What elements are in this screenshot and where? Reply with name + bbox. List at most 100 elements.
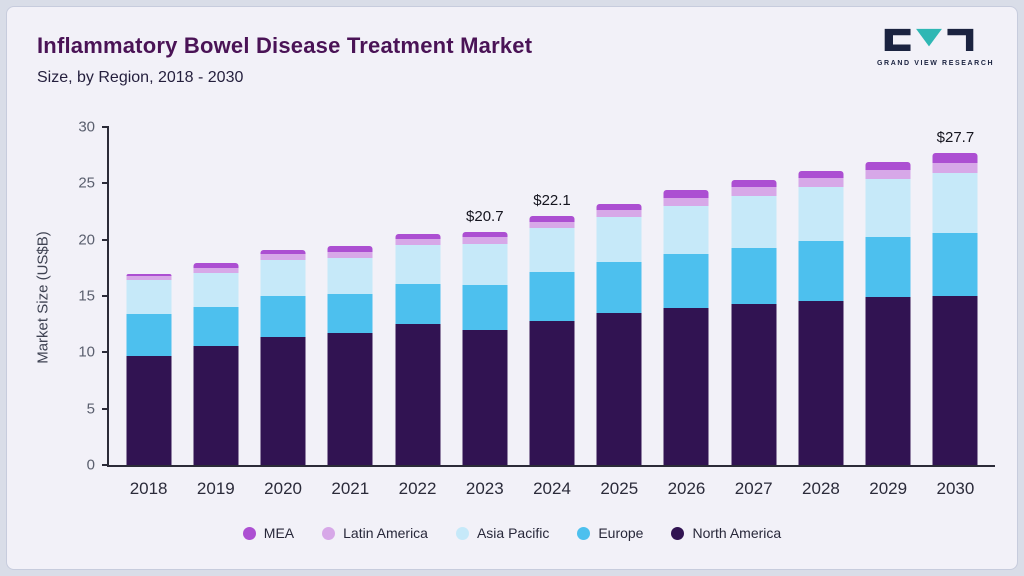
bar-stack <box>596 127 642 465</box>
bar-segment-asia-pacific <box>395 245 441 284</box>
logo-text: GRAND VIEW RESEARCH <box>877 60 995 67</box>
bar-column: 2018 <box>115 127 182 498</box>
legend-swatch <box>455 526 469 540</box>
bar-stack <box>395 127 441 465</box>
bar-column: $22.1 2024 <box>518 127 585 498</box>
bar-segment-north-america <box>193 345 239 465</box>
bar-segment-mea <box>395 234 441 240</box>
bar-segment-asia-pacific <box>731 195 777 248</box>
page-title: Inflammatory Bowel Disease Treatment Mar… <box>37 33 533 58</box>
x-tick-label: 2020 <box>264 479 302 498</box>
bar-segment-mea <box>260 249 306 255</box>
bar-segment-europe <box>798 240 844 301</box>
bar-stack <box>932 127 978 465</box>
bar-segment-asia-pacific <box>932 173 978 233</box>
bar-segment-mea <box>663 190 709 199</box>
legend-item-europe: Europe <box>577 525 643 541</box>
y-tick-mark <box>102 238 109 241</box>
bar-segment-asia-pacific <box>327 257 373 294</box>
y-tick-mark <box>102 182 109 185</box>
bar-column: $27.7 2030 <box>922 127 989 498</box>
legend-swatch <box>242 526 256 540</box>
bar-column: 2022 <box>384 127 451 498</box>
grand-view-research-logo: GRAND VIEW RESEARCH <box>877 27 995 67</box>
y-tick-label: 5 <box>86 400 95 418</box>
plot-frame: 2018 2019 2020 2021 2022 $20.7 2023 $22.1 2024 20… <box>78 119 995 498</box>
bar-segment-latin-america <box>193 267 239 274</box>
y-tick-mark <box>102 351 109 354</box>
bar-segment-mea <box>193 263 239 268</box>
bar-segment-europe <box>932 232 978 296</box>
legend-item-asia-pacific: Asia Pacific <box>455 525 549 541</box>
bar-segment-asia-pacific <box>663 205 709 255</box>
bar-segment-asia-pacific <box>865 178 911 238</box>
bar-segment-north-america <box>798 300 844 465</box>
page-subtitle: Size, by Region, 2018 - 2030 <box>37 69 244 86</box>
x-tick-label: 2030 <box>936 479 975 498</box>
bar-segment-latin-america <box>529 221 575 229</box>
bar-segment-europe <box>327 293 373 334</box>
x-tick-label: 2018 <box>129 479 168 498</box>
bar-segment-europe <box>462 284 508 330</box>
x-tick-label: 2026 <box>667 479 706 498</box>
bar-segment-mea <box>932 152 978 164</box>
chart-card: Inflammatory Bowel Disease Treatment Mar… <box>6 6 1018 570</box>
value-annotation: $27.7 <box>936 128 975 146</box>
x-tick-label: 2023 <box>465 479 504 498</box>
bar-segment-asia-pacific <box>462 244 508 285</box>
legend-item-north-america: North America <box>671 525 781 541</box>
y-tick-label: 0 <box>86 456 95 474</box>
bar-segment-latin-america <box>327 251 373 258</box>
x-tick-label: 2027 <box>734 479 773 498</box>
x-tick-label: 2025 <box>600 479 639 498</box>
bar-segment-latin-america <box>731 187 777 196</box>
y-tick-label: 30 <box>78 118 95 136</box>
y-axis-title: Market Size (US$B) <box>34 231 52 364</box>
bar-segment-europe <box>731 247 777 304</box>
bar-stack <box>126 127 172 465</box>
bar-segment-europe <box>865 237 911 298</box>
bar-segment-latin-america <box>462 237 508 245</box>
legend: MEA Latin America Asia Pacific Europe North … <box>7 525 1017 541</box>
bar-segment-asia-pacific <box>193 273 239 308</box>
bar-segment-north-america <box>327 333 373 465</box>
bar-segment-mea <box>462 231 508 238</box>
x-tick-label: 2028 <box>802 479 840 498</box>
y-tick-label: 25 <box>78 174 95 192</box>
bar-column: 2029 <box>855 127 922 498</box>
plot-area: 2018 2019 2020 2021 2022 $20.7 2023 $22.1 2024 20… <box>109 127 995 498</box>
bar-column: 2028 <box>787 127 854 498</box>
bar-column: 2021 <box>317 127 384 498</box>
bar-stack <box>663 127 709 465</box>
bar-segment-north-america <box>731 303 777 465</box>
bar-segment-latin-america <box>395 239 441 246</box>
bar-segment-latin-america <box>126 276 172 281</box>
bar-segment-latin-america <box>260 254 306 260</box>
y-tick-mark <box>102 407 109 410</box>
bar-segment-mea <box>529 216 575 222</box>
bar-segment-europe <box>260 296 306 337</box>
bar-segment-europe <box>663 254 709 309</box>
bar-stack <box>327 127 373 465</box>
bar-column: 2025 <box>586 127 653 498</box>
bar-stack <box>798 127 844 465</box>
x-tick-label: 2024 <box>533 479 571 498</box>
x-tick-label: 2029 <box>869 479 908 498</box>
bar-segment-europe <box>596 262 642 313</box>
bar-segment-latin-america <box>865 169 911 179</box>
bar-segment-europe <box>395 283 441 325</box>
bar-segment-north-america <box>932 296 978 465</box>
bar-segment-north-america <box>663 308 709 465</box>
bar-segment-mea <box>327 246 373 252</box>
bar-segment-latin-america <box>596 209 642 218</box>
bar-segment-asia-pacific <box>260 259 306 297</box>
bar-segment-europe <box>529 272 575 321</box>
y-tick-label: 15 <box>78 287 95 305</box>
bar-segment-north-america <box>596 312 642 465</box>
bar-stack <box>865 127 911 465</box>
bar-segment-asia-pacific <box>596 217 642 263</box>
value-annotation: $22.1 <box>533 192 571 210</box>
bar-column: $20.7 2023 <box>451 127 518 498</box>
x-tick-label: 2022 <box>398 479 437 498</box>
legend-label: Europe <box>598 525 644 541</box>
